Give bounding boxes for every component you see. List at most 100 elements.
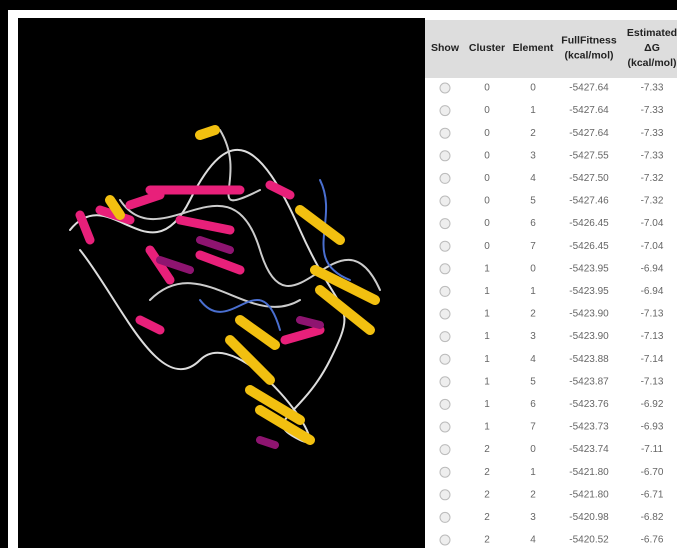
cell: -5423.74 bbox=[569, 444, 609, 455]
cell: -5427.55 bbox=[569, 150, 609, 161]
cell: 1 bbox=[530, 467, 536, 478]
show-radio[interactable] bbox=[439, 353, 451, 365]
cell: 2 bbox=[484, 467, 490, 478]
cell: -7.33 bbox=[641, 83, 664, 94]
cell: 1 bbox=[530, 105, 536, 116]
cell: -5420.52 bbox=[569, 535, 609, 546]
protein bbox=[69, 125, 381, 449]
cell: -5423.95 bbox=[569, 286, 609, 297]
cell: -7.33 bbox=[641, 150, 664, 161]
cell: -6.82 bbox=[641, 512, 664, 523]
table-header bbox=[425, 20, 677, 78]
cell: 0 bbox=[484, 83, 490, 94]
show-radio[interactable] bbox=[439, 489, 451, 501]
show-radio[interactable] bbox=[439, 240, 451, 252]
cell: -6.94 bbox=[641, 263, 664, 274]
column-header: Cluster bbox=[469, 42, 505, 54]
cell: 0 bbox=[530, 83, 536, 94]
show-radio[interactable] bbox=[439, 82, 451, 94]
cell: 0 bbox=[484, 173, 490, 184]
cell: 1 bbox=[484, 309, 490, 320]
cell: 5 bbox=[530, 376, 536, 387]
cell: 6 bbox=[530, 399, 536, 410]
cell: -5426.45 bbox=[569, 241, 609, 252]
show-radio[interactable] bbox=[439, 195, 451, 207]
column-header: Show bbox=[431, 42, 460, 54]
cell: -7.33 bbox=[641, 105, 664, 116]
cell: -5423.95 bbox=[569, 263, 609, 274]
cell: 6 bbox=[530, 218, 536, 229]
molecule-viewer[interactable] bbox=[18, 18, 425, 548]
cell: 4 bbox=[530, 173, 536, 184]
cell: 0 bbox=[530, 263, 536, 274]
show-radio[interactable] bbox=[439, 331, 451, 343]
cell: -5423.90 bbox=[569, 309, 609, 320]
show-radio[interactable] bbox=[439, 218, 451, 230]
cell: 3 bbox=[530, 150, 536, 161]
cell: 0 bbox=[484, 128, 490, 139]
cell: -6.70 bbox=[641, 467, 664, 478]
cell: -6.76 bbox=[641, 535, 664, 546]
show-radio[interactable] bbox=[439, 127, 451, 139]
cell: 1 bbox=[484, 399, 490, 410]
show-radio[interactable] bbox=[439, 285, 451, 297]
show-radio[interactable] bbox=[439, 511, 451, 523]
cell: 1 bbox=[484, 263, 490, 274]
cell: 1 bbox=[530, 286, 536, 297]
show-radio[interactable] bbox=[439, 466, 451, 478]
cell: 2 bbox=[530, 309, 536, 320]
cell: -7.13 bbox=[641, 309, 664, 320]
cell: 2 bbox=[530, 128, 536, 139]
cell: -6.71 bbox=[641, 489, 664, 500]
column-header: Estimated bbox=[627, 27, 677, 39]
cell: -5427.46 bbox=[569, 196, 609, 207]
cell: -5423.76 bbox=[569, 399, 609, 410]
column-header: (kcal/mol) bbox=[564, 49, 613, 61]
cell: -6.92 bbox=[641, 399, 664, 410]
show-radio[interactable] bbox=[439, 263, 451, 275]
column-header: Element bbox=[513, 42, 554, 54]
cell: 1 bbox=[484, 331, 490, 342]
top-bar bbox=[0, 0, 677, 10]
show-radio[interactable] bbox=[439, 308, 451, 320]
cell: 1 bbox=[484, 286, 490, 297]
show-radio[interactable] bbox=[439, 421, 451, 433]
cell: -7.33 bbox=[641, 128, 664, 139]
cell: 0 bbox=[484, 196, 490, 207]
cell: 4 bbox=[530, 535, 536, 546]
cell: 0 bbox=[484, 150, 490, 161]
show-radio[interactable] bbox=[439, 150, 451, 162]
cell: 1 bbox=[484, 422, 490, 433]
cell: 2 bbox=[484, 535, 490, 546]
cell: -6.94 bbox=[641, 286, 664, 297]
cell: -7.32 bbox=[641, 173, 664, 184]
cell: -6.93 bbox=[641, 422, 664, 433]
left-frame bbox=[0, 0, 8, 548]
cell: -5423.73 bbox=[569, 422, 609, 433]
cell: 7 bbox=[530, 422, 536, 433]
cell: -7.04 bbox=[641, 241, 664, 252]
cell: -5423.88 bbox=[569, 354, 609, 365]
show-radio[interactable] bbox=[439, 376, 451, 388]
show-radio[interactable] bbox=[439, 444, 451, 456]
cell: 3 bbox=[530, 512, 536, 523]
cell: 5 bbox=[530, 196, 536, 207]
cell: 1 bbox=[484, 354, 490, 365]
cell: 0 bbox=[530, 444, 536, 455]
cell: -5423.87 bbox=[569, 376, 609, 387]
show-radio[interactable] bbox=[439, 534, 451, 546]
cell: -5420.98 bbox=[569, 512, 609, 523]
show-radio[interactable] bbox=[439, 172, 451, 184]
cell: 2 bbox=[484, 444, 490, 455]
cell: -7.11 bbox=[641, 444, 663, 455]
show-radio[interactable] bbox=[439, 398, 451, 410]
column-header: FullFitness bbox=[561, 34, 617, 46]
cell: 0 bbox=[484, 241, 490, 252]
show-radio[interactable] bbox=[439, 105, 451, 117]
cell: -5421.80 bbox=[569, 467, 609, 478]
cell: 0 bbox=[484, 105, 490, 116]
cell: -5426.45 bbox=[569, 218, 609, 229]
cell: -5427.64 bbox=[569, 128, 609, 139]
cell: 2 bbox=[484, 489, 490, 500]
